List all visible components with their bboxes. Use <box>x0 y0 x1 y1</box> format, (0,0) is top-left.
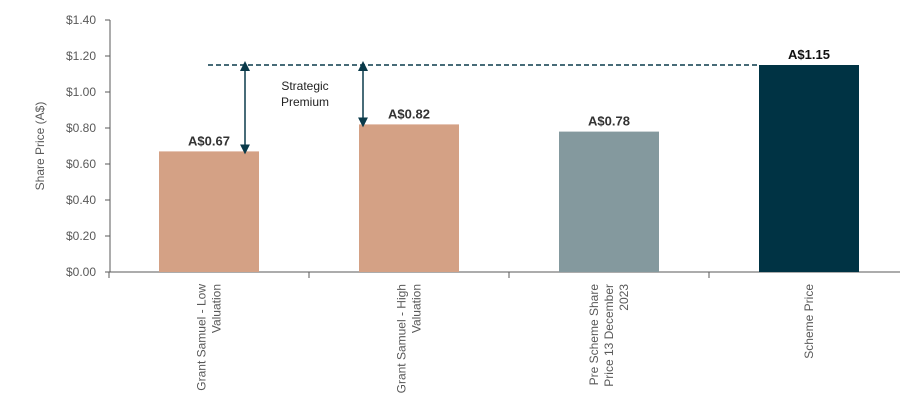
x-category-label: Pre Scheme Share <box>587 284 601 386</box>
y-axis-title: Share Price (A$) <box>33 102 47 191</box>
bar-1 <box>159 151 259 272</box>
y-tick-label: $1.40 <box>66 13 96 27</box>
y-tick-label: $0.60 <box>66 157 96 171</box>
y-tick-label: $0.40 <box>66 193 96 207</box>
x-category-label: Price 13 December <box>602 284 616 387</box>
annotation-label: Premium <box>281 95 329 109</box>
y-tick-label: $0.00 <box>66 265 96 279</box>
bar-3 <box>559 131 659 272</box>
x-category-label: Valuation <box>410 284 424 333</box>
data-label: A$0.82 <box>388 106 430 121</box>
x-category-label: Scheme Price <box>802 284 816 359</box>
x-category-label: 2023 <box>617 284 631 311</box>
y-tick-label: $1.00 <box>66 85 96 99</box>
x-category-label: Grant Samuel - High <box>395 284 409 393</box>
y-tick-label: $0.80 <box>66 121 96 135</box>
bar-4 <box>759 65 859 272</box>
x-category-label: Valuation <box>210 284 224 333</box>
annotation-label: Strategic <box>281 79 328 93</box>
data-label: A$0.67 <box>188 133 230 148</box>
y-tick-label: $0.20 <box>66 229 96 243</box>
x-category-label: Grant Samuel - Low <box>195 284 209 391</box>
data-label: A$0.78 <box>588 114 630 129</box>
data-label: A$1.15 <box>788 47 830 62</box>
y-tick-label: $1.20 <box>66 49 96 63</box>
bar-2 <box>359 124 459 273</box>
